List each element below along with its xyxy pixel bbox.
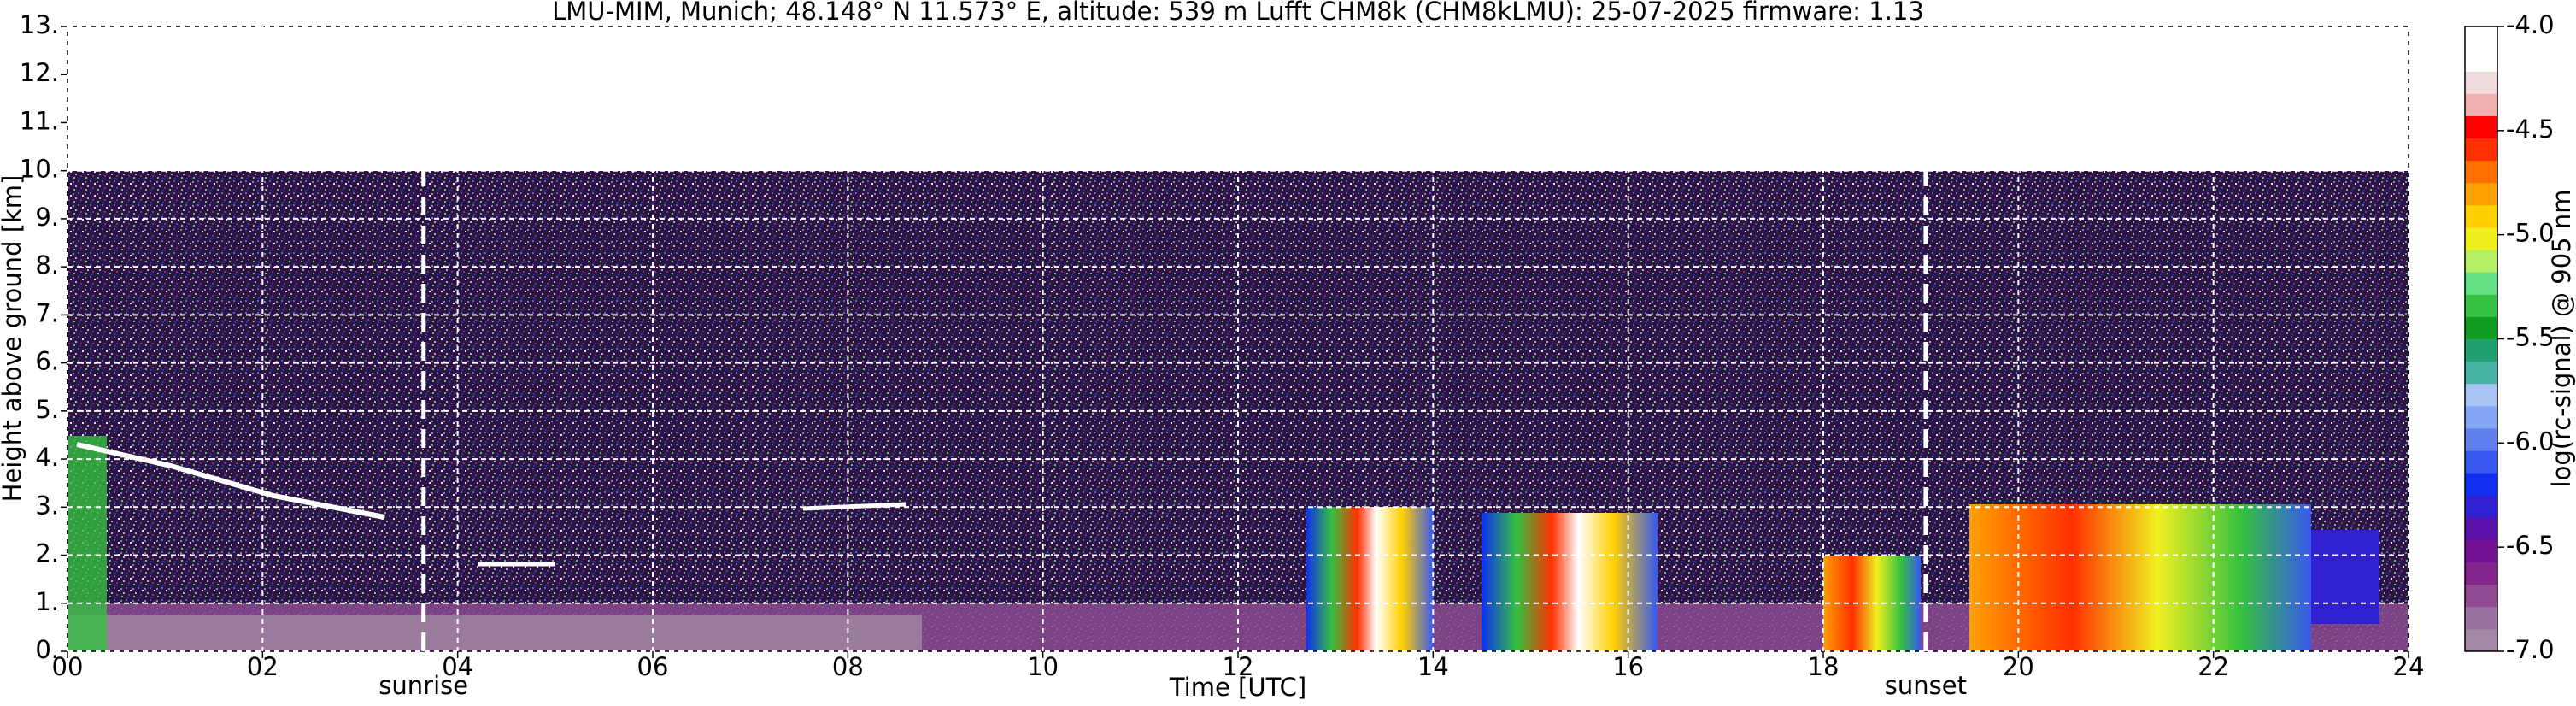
colorbar-swatch — [2465, 272, 2497, 295]
colorbar-tick-label: -5.5 — [2506, 323, 2555, 352]
y-tick-label: 5. — [35, 395, 59, 424]
colorbar-swatch — [2465, 628, 2497, 652]
colorbar-swatch — [2465, 450, 2497, 474]
colorbar-swatch — [2465, 71, 2497, 94]
colorbar-swatch — [2465, 517, 2497, 540]
colorbar-swatch — [2465, 93, 2497, 116]
x-axis-label: Time [UTC] — [1169, 673, 1306, 702]
colorbar-label: log(rc-signal) @ 905 nm — [2547, 190, 2576, 488]
x-tick-label: 22 — [2198, 652, 2229, 681]
x-tick-label: 20 — [2003, 652, 2034, 681]
colorbar-tick-label: -6.5 — [2506, 531, 2555, 560]
colorbar-swatch — [2465, 562, 2497, 585]
x-tick-label: 18 — [1808, 652, 1840, 681]
x-tick-label: 12 — [1223, 652, 1254, 681]
y-tick-label: 0. — [35, 635, 59, 664]
y-tick-label: 4. — [35, 443, 59, 472]
colorbar-tick-label: -4.5 — [2506, 115, 2555, 144]
y-tick-label: 2. — [35, 539, 59, 568]
event-label: sunset — [1885, 671, 1967, 700]
colorbar-swatch — [2465, 294, 2497, 317]
colorbar-tick-label: -5.0 — [2506, 219, 2555, 248]
colorbar-swatch — [2465, 361, 2497, 385]
y-tick-label: 12. — [20, 58, 59, 87]
colorbar-swatch — [2465, 338, 2497, 362]
colorbar-tick-label: -6.0 — [2506, 427, 2555, 456]
colorbar-swatch — [2465, 405, 2497, 429]
x-tick-label: 00 — [52, 652, 84, 681]
colorbar-swatch — [2465, 383, 2497, 407]
colorbar-swatch — [2465, 49, 2497, 72]
y-tick-label: 3. — [35, 491, 59, 520]
colorbar-swatch — [2465, 606, 2497, 630]
y-tick-label: 7. — [35, 298, 59, 327]
colorbar-swatch — [2465, 138, 2497, 162]
x-tick-label: 06 — [637, 652, 669, 681]
colorbar-swatch — [2465, 160, 2497, 184]
chart-title: LMU-MIM, Munich; 48.148° N 11.573° E, al… — [552, 0, 1924, 26]
y-tick-label: 6. — [35, 347, 59, 376]
y-tick-label: 9. — [35, 203, 59, 232]
y-axis-label: Height above ground [km] — [0, 175, 26, 503]
colorbar-swatch — [2465, 473, 2497, 496]
colorbar-swatch — [2465, 26, 2497, 50]
x-tick-label: 08 — [832, 652, 864, 681]
x-tick-label: 16 — [1612, 652, 1644, 681]
y-tick-label: 1. — [35, 587, 59, 616]
colorbar-swatch — [2465, 250, 2497, 273]
colorbar-tick-label: -7.0 — [2506, 635, 2555, 664]
colorbar-swatch — [2465, 427, 2497, 451]
y-tick-label: 8. — [35, 250, 59, 279]
colorbar-swatch — [2465, 182, 2497, 206]
y-tick-label: 10. — [20, 155, 59, 184]
colorbar-swatch — [2465, 115, 2497, 139]
x-tick-label: 10 — [1027, 652, 1059, 681]
x-tick-label: 04 — [442, 652, 473, 681]
colorbar-swatch — [2465, 316, 2497, 339]
x-tick-label: 02 — [247, 652, 279, 681]
y-tick-label: 11. — [20, 106, 59, 135]
x-tick-label: 24 — [2393, 652, 2425, 681]
colorbar-swatch — [2465, 584, 2497, 608]
colorbar-swatch — [2465, 227, 2497, 250]
event-label: sunrise — [378, 671, 468, 700]
colorbar-swatch — [2465, 204, 2497, 228]
colorbar-swatch — [2465, 495, 2497, 518]
x-tick-label: 14 — [1417, 652, 1449, 681]
colorbar-tick-label: -4.0 — [2506, 10, 2555, 39]
y-tick-label: 13. — [20, 10, 59, 39]
colorbar-swatch — [2465, 539, 2497, 563]
